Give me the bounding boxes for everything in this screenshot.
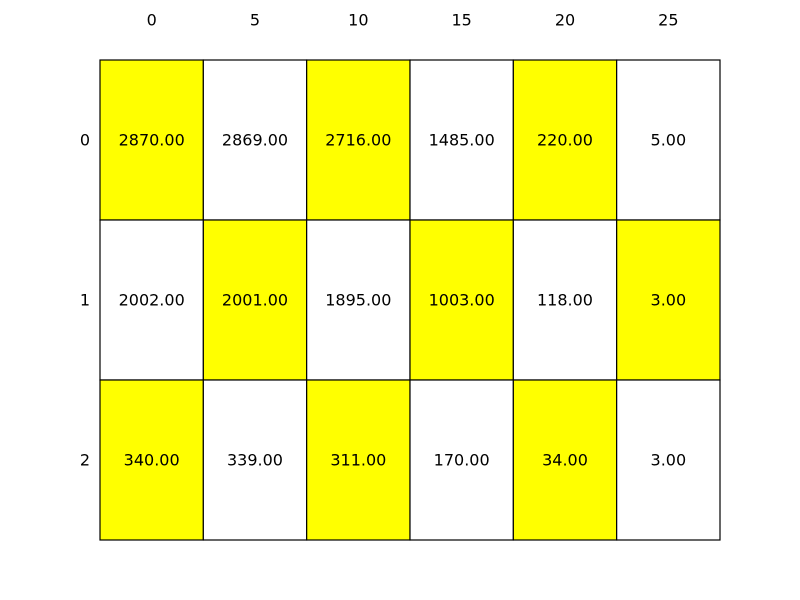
table-cell-1-3 (409, 219, 514, 381)
cell-value-2-2: 311.00 (330, 451, 386, 470)
cell-value-1-4: 118.00 (537, 291, 593, 310)
table-cell-2-2 (306, 379, 411, 541)
table-cell-0-0 (99, 59, 204, 221)
cell-value-1-1: 2001.00 (222, 291, 288, 310)
cell-value-2-5: 3.00 (651, 451, 687, 470)
column-label-5: 25 (658, 11, 678, 30)
cell-value-2-0: 340.00 (124, 451, 180, 470)
table-cell-1-1 (202, 219, 308, 381)
column-labels: 0 5 10 15 20 25 (147, 11, 679, 30)
table-cell-2-3 (409, 379, 514, 541)
table-cell-2-5 (616, 379, 721, 541)
table-cell-2-0 (99, 379, 204, 541)
column-label-1: 5 (250, 11, 260, 30)
table-cells: 2870.00 2869.00 2716.00 1485.00 220.00 5.00 20… (99, 59, 721, 541)
table-cell-0-4 (512, 59, 618, 221)
row-label-0: 0 (80, 131, 90, 150)
cell-value-1-3: 1003.00 (429, 291, 495, 310)
column-label-3: 15 (451, 11, 471, 30)
cell-value-1-5: 3.00 (651, 291, 687, 310)
cell-value-0-0: 2870.00 (119, 131, 185, 150)
cell-value-0-3: 1485.00 (429, 131, 495, 150)
table-cell-2-4 (512, 379, 618, 541)
row-labels: 0 1 2 (80, 131, 90, 470)
column-label-0: 0 (147, 11, 157, 30)
table-cell-0-1 (202, 59, 308, 221)
cell-value-1-2: 1895.00 (325, 291, 391, 310)
table-cell-2-1 (202, 379, 308, 541)
table-cell-0-5 (616, 59, 721, 221)
cell-value-0-4: 220.00 (537, 131, 593, 150)
column-label-4: 20 (555, 11, 575, 30)
row-label-1: 1 (80, 291, 90, 310)
cell-value-0-2: 2716.00 (325, 131, 391, 150)
cell-value-2-3: 170.00 (434, 451, 490, 470)
row-label-2: 2 (80, 451, 90, 470)
cell-value-0-1: 2869.00 (222, 131, 288, 150)
table-cell-1-5 (616, 219, 721, 381)
table-cell-0-2 (306, 59, 411, 221)
cell-value-2-1: 339.00 (227, 451, 283, 470)
table-cell-0-3 (409, 59, 514, 221)
cell-value-1-0: 2002.00 (119, 291, 185, 310)
cell-value-2-4: 34.00 (542, 451, 588, 470)
column-label-2: 10 (348, 11, 368, 30)
cell-value-0-5: 5.00 (651, 131, 687, 150)
